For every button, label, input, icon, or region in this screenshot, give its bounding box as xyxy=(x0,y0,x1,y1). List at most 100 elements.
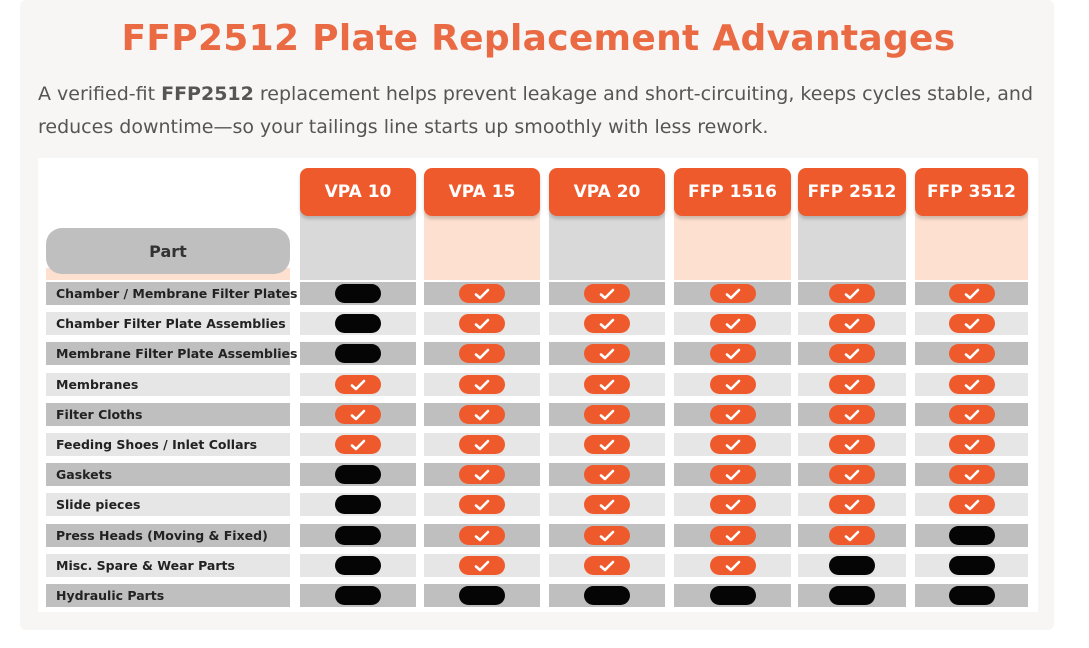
compatibility-cell xyxy=(674,282,791,305)
compatibility-cell xyxy=(549,342,665,365)
unavailable-icon xyxy=(709,586,756,605)
model-header: FFP 1516 xyxy=(674,168,791,216)
unavailable-icon xyxy=(584,586,630,605)
unavailable-icon xyxy=(335,556,381,575)
unavailable-icon xyxy=(948,556,995,575)
check-icon xyxy=(459,405,505,424)
check-icon xyxy=(829,465,875,484)
check-icon xyxy=(948,314,995,333)
intro-bold-model: FFP2512 xyxy=(161,83,254,105)
compatibility-cell xyxy=(300,433,416,456)
compatibility-cell xyxy=(798,403,906,426)
compatibility-cell xyxy=(424,342,540,365)
check-icon xyxy=(459,435,505,454)
check-icon xyxy=(335,405,381,424)
unavailable-icon xyxy=(948,526,995,545)
model-header: FFP 2512 xyxy=(798,168,906,216)
check-icon xyxy=(459,465,505,484)
check-icon xyxy=(459,344,505,363)
part-row-label: Gaskets xyxy=(46,463,290,486)
check-icon xyxy=(709,435,756,454)
compatibility-cell xyxy=(300,463,416,486)
compatibility-cell xyxy=(549,373,665,396)
compatibility-cell xyxy=(300,342,416,365)
model-header: VPA 15 xyxy=(424,168,540,216)
compatibility-cell xyxy=(424,463,540,486)
compatibility-cell xyxy=(300,584,416,607)
unavailable-icon xyxy=(335,344,381,363)
compatibility-cell xyxy=(915,312,1028,335)
unavailable-icon xyxy=(829,586,875,605)
model-header: VPA 10 xyxy=(300,168,416,216)
compatibility-cell xyxy=(300,282,416,305)
compatibility-cell xyxy=(549,493,665,516)
check-icon xyxy=(709,556,756,575)
check-icon xyxy=(459,495,505,514)
compatibility-cell xyxy=(798,342,906,365)
intro-paragraph: A verified-fit FFP2512 replacement helps… xyxy=(38,78,1048,144)
part-row-label: Membrane Filter Plate Assemblies xyxy=(46,342,297,365)
unavailable-icon xyxy=(335,586,381,605)
check-icon xyxy=(829,344,875,363)
intro-suffix: replacement helps prevent leakage and sh… xyxy=(38,83,1034,138)
compatibility-cell xyxy=(300,373,416,396)
part-row-label: Press Heads (Moving & Fixed) xyxy=(46,524,290,547)
check-icon xyxy=(584,375,630,394)
part-row-label: Membranes xyxy=(46,373,290,396)
unavailable-icon xyxy=(335,526,381,545)
compatibility-cell xyxy=(915,433,1028,456)
compatibility-cell xyxy=(424,554,540,577)
compatibility-cell xyxy=(424,493,540,516)
compatibility-cell xyxy=(915,554,1028,577)
part-row-label: Misc. Spare & Wear Parts xyxy=(46,554,290,577)
check-icon xyxy=(829,284,875,303)
unavailable-icon xyxy=(335,284,381,303)
check-icon xyxy=(709,284,756,303)
compatibility-cell xyxy=(300,312,416,335)
compatibility-cell xyxy=(798,493,906,516)
check-icon xyxy=(335,435,381,454)
check-icon xyxy=(584,314,630,333)
compatibility-cell xyxy=(300,493,416,516)
check-icon xyxy=(829,495,875,514)
check-icon xyxy=(459,375,505,394)
compatibility-cell xyxy=(424,282,540,305)
compatibility-cell xyxy=(674,524,791,547)
compatibility-cell xyxy=(674,403,791,426)
part-row-label: Feeding Shoes / Inlet Collars xyxy=(46,433,290,456)
check-icon xyxy=(948,344,995,363)
part-row-label: Chamber Filter Plate Assemblies xyxy=(46,312,290,335)
check-icon xyxy=(948,435,995,454)
check-icon xyxy=(709,526,756,545)
compatibility-cell xyxy=(424,403,540,426)
check-icon xyxy=(584,526,630,545)
compatibility-cell xyxy=(915,584,1028,607)
unavailable-icon xyxy=(948,586,995,605)
compatibility-cell xyxy=(674,463,791,486)
check-icon xyxy=(709,344,756,363)
check-icon xyxy=(584,435,630,454)
check-icon xyxy=(709,314,756,333)
check-icon xyxy=(459,526,505,545)
check-icon xyxy=(584,344,630,363)
check-icon xyxy=(948,405,995,424)
unavailable-icon xyxy=(459,586,505,605)
check-icon xyxy=(829,526,875,545)
model-header: VPA 20 xyxy=(549,168,665,216)
compatibility-cell xyxy=(798,463,906,486)
part-column-header: Part xyxy=(46,228,290,274)
check-icon xyxy=(584,556,630,575)
check-icon xyxy=(829,314,875,333)
compatibility-cell xyxy=(300,554,416,577)
compatibility-cell xyxy=(549,312,665,335)
compatibility-cell xyxy=(798,433,906,456)
compatibility-cell xyxy=(915,373,1028,396)
compatibility-cell xyxy=(424,312,540,335)
compatibility-cell xyxy=(674,373,791,396)
compatibility-cell xyxy=(549,463,665,486)
check-icon xyxy=(829,435,875,454)
compatibility-cell xyxy=(915,282,1028,305)
unavailable-icon xyxy=(335,465,381,484)
compatibility-cell xyxy=(915,342,1028,365)
compatibility-cell xyxy=(549,554,665,577)
